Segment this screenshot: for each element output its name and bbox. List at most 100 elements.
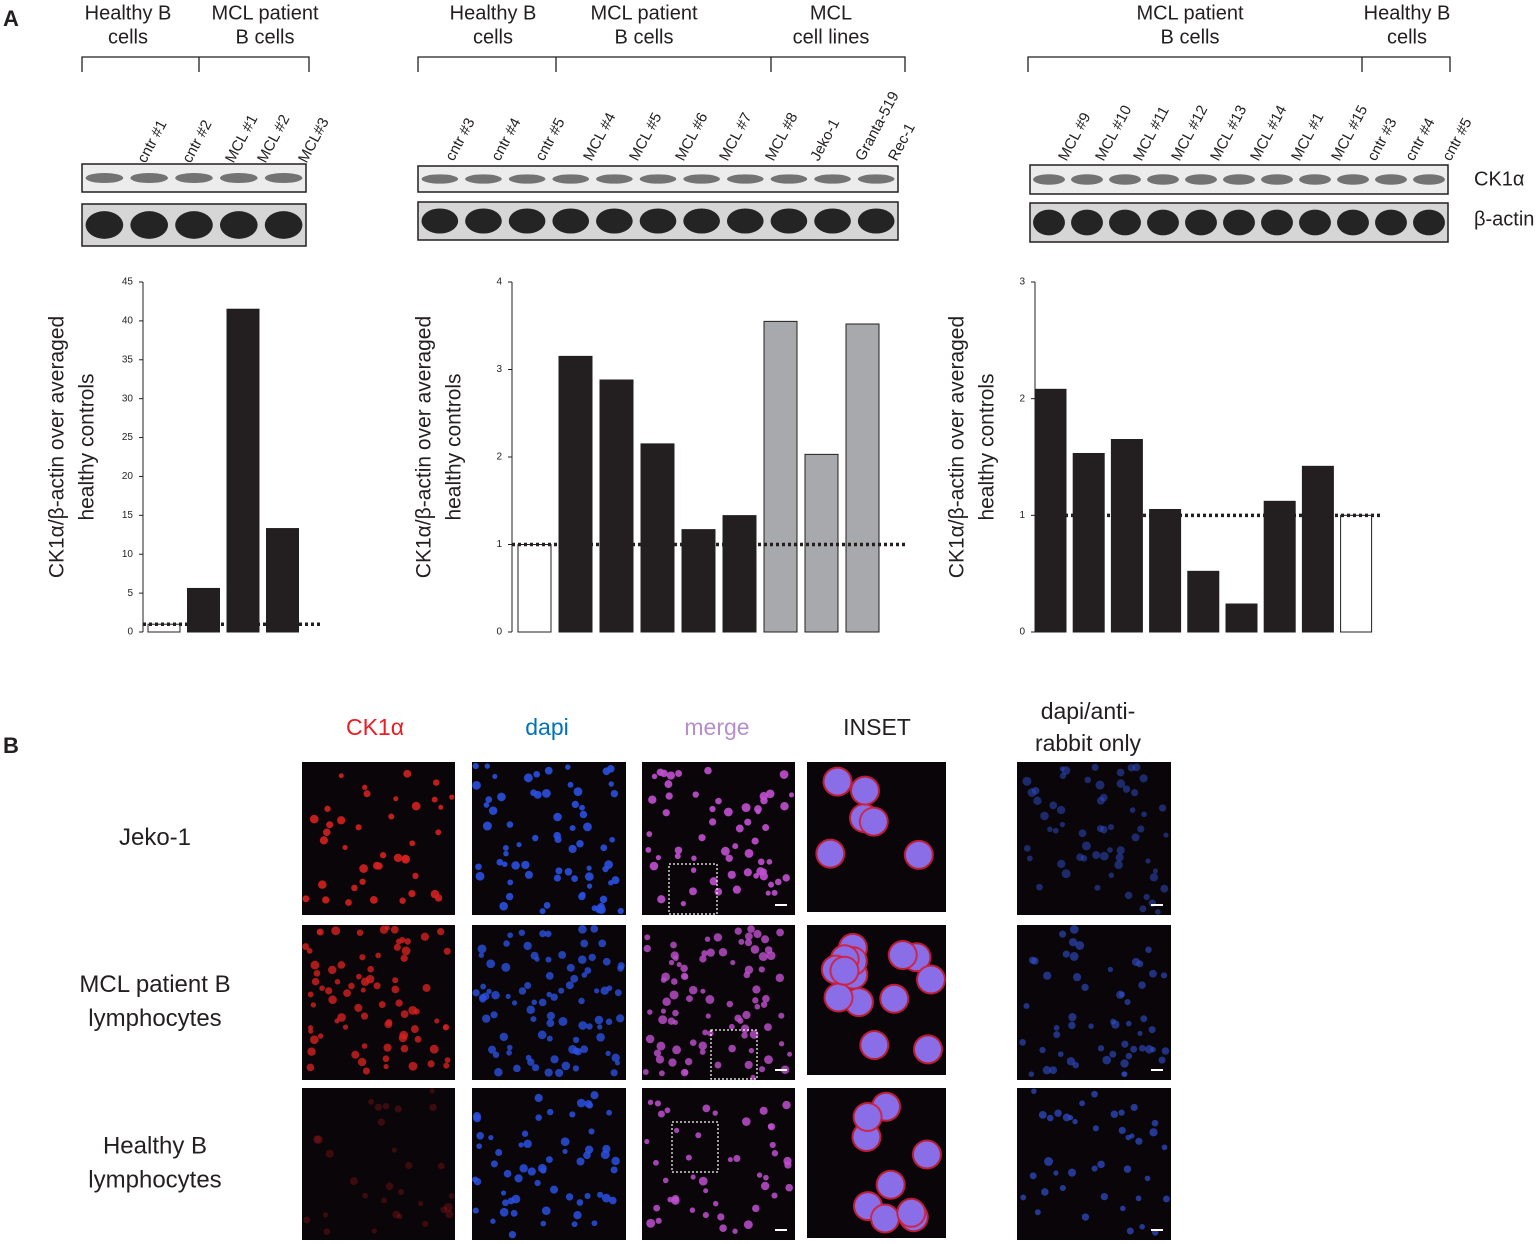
cell	[337, 816, 346, 825]
cell	[725, 854, 733, 862]
cell	[1031, 1088, 1037, 1094]
cell	[771, 889, 778, 896]
cell	[763, 1174, 769, 1181]
cell	[351, 1050, 360, 1059]
cell	[648, 795, 657, 804]
cell	[702, 1212, 709, 1219]
cell	[764, 1055, 773, 1065]
lane-label: MCL #11	[1130, 103, 1173, 163]
cell	[1139, 774, 1148, 783]
cell	[546, 1019, 555, 1028]
cell	[594, 904, 604, 914]
cell	[744, 932, 753, 941]
bar	[1034, 388, 1067, 633]
cell	[645, 1034, 655, 1044]
cell	[824, 768, 851, 795]
group-label: cells	[108, 26, 148, 48]
cell	[355, 824, 362, 831]
cell	[662, 809, 670, 817]
blot-band	[175, 172, 213, 184]
cell	[558, 1017, 568, 1026]
cell	[540, 1220, 547, 1227]
cell	[538, 998, 547, 1007]
bar	[1149, 509, 1182, 633]
cell	[664, 1107, 671, 1114]
cell	[499, 901, 508, 911]
cell	[555, 867, 563, 875]
blot-band	[1375, 209, 1407, 236]
blot-band	[639, 208, 677, 234]
cell	[521, 1130, 529, 1137]
cell	[318, 880, 327, 889]
cell	[851, 777, 878, 804]
cell	[653, 1159, 659, 1166]
cell	[759, 872, 768, 881]
cell	[1044, 1157, 1054, 1166]
micrograph	[302, 1088, 455, 1240]
cell	[667, 1017, 676, 1025]
cell	[675, 770, 683, 777]
cell	[382, 1102, 390, 1110]
cell	[328, 965, 337, 975]
cell	[712, 1110, 718, 1116]
cell	[591, 1220, 598, 1227]
cell	[576, 839, 584, 848]
cell	[898, 1199, 925, 1226]
cell	[655, 1217, 662, 1224]
cell	[331, 926, 341, 936]
row-label: Healthy B	[103, 1132, 207, 1159]
cell	[680, 900, 686, 907]
cell	[642, 1069, 649, 1075]
bar	[640, 443, 675, 633]
cell	[689, 1039, 697, 1047]
lane-label: MCL #4	[580, 110, 619, 164]
cell	[311, 977, 320, 986]
row-label: lymphocytes	[88, 1166, 221, 1193]
cell	[445, 1210, 454, 1219]
cell	[408, 1061, 418, 1071]
cell	[500, 1190, 507, 1196]
cell	[702, 1029, 709, 1036]
cell	[719, 1224, 727, 1232]
cell	[1062, 1113, 1071, 1122]
cell	[720, 846, 730, 856]
cell	[1131, 789, 1139, 797]
cell	[486, 959, 496, 969]
cell	[477, 944, 487, 954]
cell	[647, 1099, 654, 1106]
cell	[578, 997, 585, 1005]
cell	[531, 999, 537, 1005]
cell	[398, 1033, 408, 1043]
cell	[546, 1108, 554, 1116]
group-label: B cells	[236, 26, 295, 48]
cell	[314, 1135, 323, 1144]
cell	[443, 1062, 450, 1069]
cell	[754, 1003, 761, 1010]
cell	[365, 974, 375, 984]
cell	[664, 780, 673, 789]
column-label: dapi	[525, 714, 568, 740]
blot-band	[770, 174, 808, 184]
cell	[502, 1199, 509, 1207]
blot-band	[421, 208, 459, 234]
cell	[390, 925, 399, 934]
cell	[1023, 845, 1031, 852]
y-tick-label: 5	[127, 588, 133, 599]
cell	[362, 784, 368, 790]
cell	[609, 836, 615, 843]
cell	[765, 890, 771, 896]
cell	[397, 1213, 403, 1220]
cell	[319, 985, 325, 991]
cell	[506, 1049, 512, 1056]
cell	[779, 770, 789, 779]
cell	[662, 997, 671, 1006]
bar	[681, 529, 716, 633]
cell	[583, 822, 592, 832]
cell	[418, 1201, 424, 1207]
cell	[600, 844, 608, 852]
cell	[699, 1049, 706, 1055]
cell	[1059, 766, 1065, 772]
cell	[1109, 1050, 1117, 1058]
cell	[306, 947, 313, 954]
cell	[717, 1213, 725, 1221]
